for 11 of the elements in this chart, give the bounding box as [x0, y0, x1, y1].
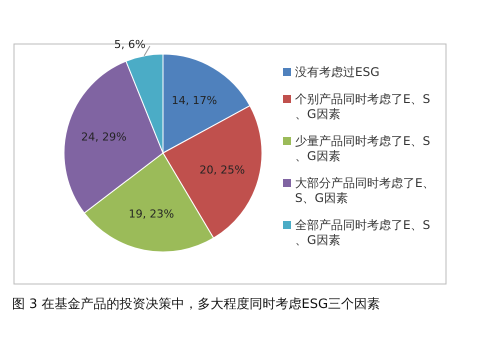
data-label: 14, 17%: [172, 94, 218, 108]
legend-label: 大部分产品同时考虑了E、S、G因素: [295, 176, 435, 205]
legend-label: 没有考虑过ESG: [295, 65, 380, 79]
data-label: 19, 23%: [128, 207, 174, 220]
data-label: 24, 29%: [81, 130, 127, 144]
legend-label: 个别产品同时考虑了E、S、G因素: [295, 92, 430, 121]
data-label: 5, 6%: [114, 38, 146, 52]
caption: 图 3 在基金产品的投资决策中，多大程度同时考虑ESG三个因素: [12, 296, 380, 312]
legend-label: 全部产品同时考虑了E、S、G因素: [295, 218, 430, 247]
legend-label: 少量产品同时考虑了E、S、G因素: [295, 134, 430, 163]
data-label: 20, 25%: [199, 163, 245, 176]
